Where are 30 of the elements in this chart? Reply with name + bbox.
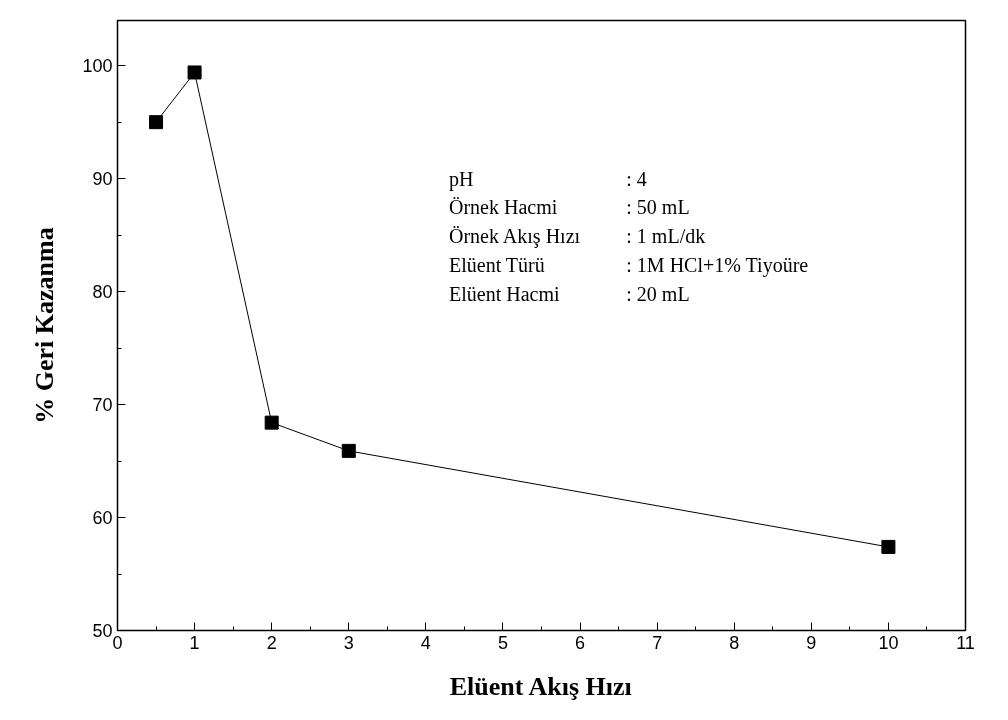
x-axis-title: Elüent Akış Hızı: [449, 671, 632, 701]
x-tick-label: 8: [729, 632, 740, 653]
point: [881, 539, 896, 554]
x-tick-label: 3: [343, 632, 354, 653]
y-tick-label: 50: [92, 621, 113, 641]
y-axis-title: % Geri Kazanma: [30, 227, 60, 424]
text: Örnek Hacmi : 50 mL: [448, 196, 690, 219]
x-tick-label: 2: [266, 632, 277, 653]
y-tick-label: 90: [92, 169, 113, 190]
point: [187, 65, 202, 80]
point: [264, 415, 279, 430]
point: [341, 443, 356, 458]
y-tick-label: 100: [82, 56, 113, 77]
x-tick-label: 4: [420, 632, 431, 653]
x-tick-label: 11: [956, 632, 975, 653]
x-tick-label: 1: [189, 632, 200, 653]
x-tick-label: 9: [806, 632, 817, 653]
x-tick-label: 10: [878, 632, 899, 653]
y-tick-label: 80: [92, 282, 113, 303]
x-tick-label: 0: [112, 632, 123, 653]
text: pH : 4: [448, 167, 647, 190]
text: Örnek Akış Hızı : 1 mL/dk: [448, 225, 706, 248]
x-tick-label: 5: [497, 632, 508, 653]
text: Elüent Türü : 1M HCl+1% Tiyoüre: [448, 254, 809, 277]
point: [149, 115, 164, 130]
y-tick-label: 60: [92, 508, 113, 529]
x-tick-label: 6: [575, 632, 586, 653]
text: Elüent Hacmi : 20 mL: [448, 282, 690, 305]
x-tick-label: 7: [652, 632, 663, 653]
y-tick-label: 70: [92, 395, 113, 416]
